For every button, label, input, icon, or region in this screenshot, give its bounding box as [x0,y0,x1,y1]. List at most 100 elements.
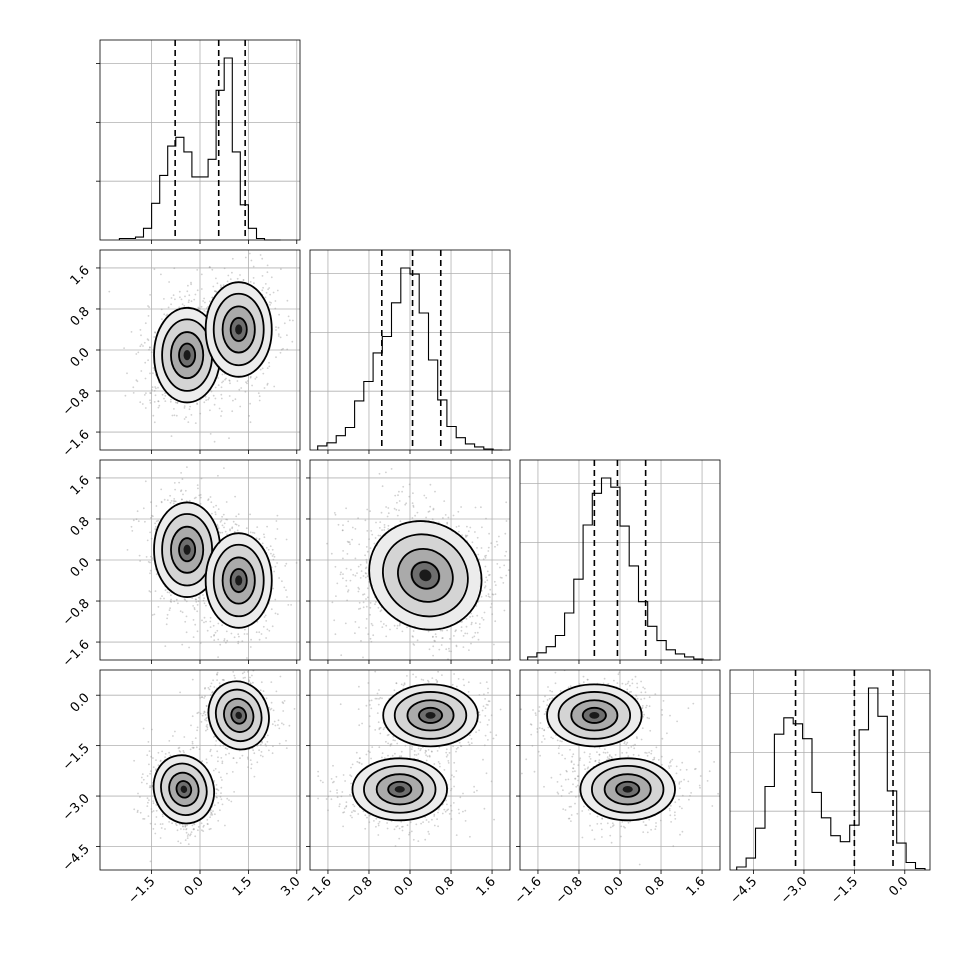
scatter-point [154,522,157,525]
scatter-point [203,602,206,605]
scatter-point [231,771,234,773]
scatter-point [180,490,182,493]
scatter-point [371,624,374,627]
scatter-point [216,673,218,676]
scatter-point [215,277,217,280]
scatter-point [130,331,133,333]
density-shade [183,350,191,361]
scatter-point [281,580,283,583]
scatter-point [184,489,187,492]
scatter-point [515,588,517,590]
scatter-point [369,602,372,604]
scatter-point [396,501,398,504]
scatter-point [264,614,267,617]
scatter-point [474,531,476,533]
scatter-point [216,671,219,674]
scatter-point [200,288,203,290]
scatter-point [432,635,434,638]
scatter-point [429,483,432,486]
scatter-point [189,833,192,836]
scatter-point [468,649,470,651]
scatter-point [379,534,382,537]
scatter-point [479,666,481,668]
scatter-point [136,380,139,383]
scatter-point [271,723,274,726]
scatter-point [261,257,264,260]
scatter-point [261,289,264,292]
scatter-point [342,524,344,527]
scatter-point [258,749,260,752]
scatter-point [152,414,155,417]
scatter-point [217,819,220,822]
scatter-point [154,331,157,334]
scatter-point [448,650,451,652]
scatter-point [210,754,213,757]
scatter-point [230,632,233,635]
scatter-point [170,303,173,306]
scatter-point [425,497,428,499]
scatter-point [172,502,175,505]
scatter-point [230,800,233,803]
scatter-point [366,508,369,511]
scatter-point [270,276,273,279]
scatter-point [354,557,357,560]
scatter-point [242,677,245,679]
scatter-point [144,322,147,325]
scatter-point [375,601,377,603]
scatter-point [126,372,128,375]
scatter-point [273,570,276,573]
scatter-point [191,742,194,745]
scatter-point [376,661,378,663]
scatter-point [182,493,184,496]
scatter-point [178,306,181,309]
scatter-point [357,586,360,589]
scatter-point [502,582,505,584]
scatter-point [166,499,169,501]
density-mode-1 [204,281,273,378]
scatter-point [342,573,344,575]
scatter-point [455,645,458,648]
scatter-point [243,633,246,635]
scatter-point [210,814,212,816]
scatter-point [232,399,234,402]
scatter-point [238,635,240,638]
scatter-point [295,562,298,564]
scatter-point [371,533,374,536]
scatter-point [197,306,200,309]
scatter-point [189,405,192,408]
scatter-point [217,508,220,510]
scatter-point [268,365,271,368]
scatter-point [176,401,179,404]
scatter-point [164,392,166,395]
scatter-point [135,379,138,382]
scatter-point [186,466,188,468]
scatter-point [499,576,502,579]
scatter-point [225,501,228,503]
scatter-point [282,347,284,350]
scatter-point [206,307,208,309]
scatter-point [452,514,455,517]
scatter-point [124,394,127,397]
scatter-point [491,613,494,616]
scatter-point [219,809,221,812]
scatter-point [484,555,486,557]
scatter-point [183,405,186,407]
scatter-point [445,648,448,651]
scatter-point [203,310,206,312]
scatter-point [215,796,218,799]
scatter-point [339,573,342,576]
scatter-point [221,381,223,384]
scatter-point [381,485,384,488]
scatter-point [273,555,276,558]
scatter-point [215,667,217,669]
scatter-point [196,726,199,729]
scatter-point [169,600,172,603]
scatter-point [194,623,197,626]
scatter-point [168,281,171,283]
scatter-point [235,515,238,518]
scatter-point [188,294,191,297]
scatter-point [489,588,492,591]
scatter-point [184,295,186,298]
scatter-point [209,626,212,628]
scatter-point [217,760,219,763]
